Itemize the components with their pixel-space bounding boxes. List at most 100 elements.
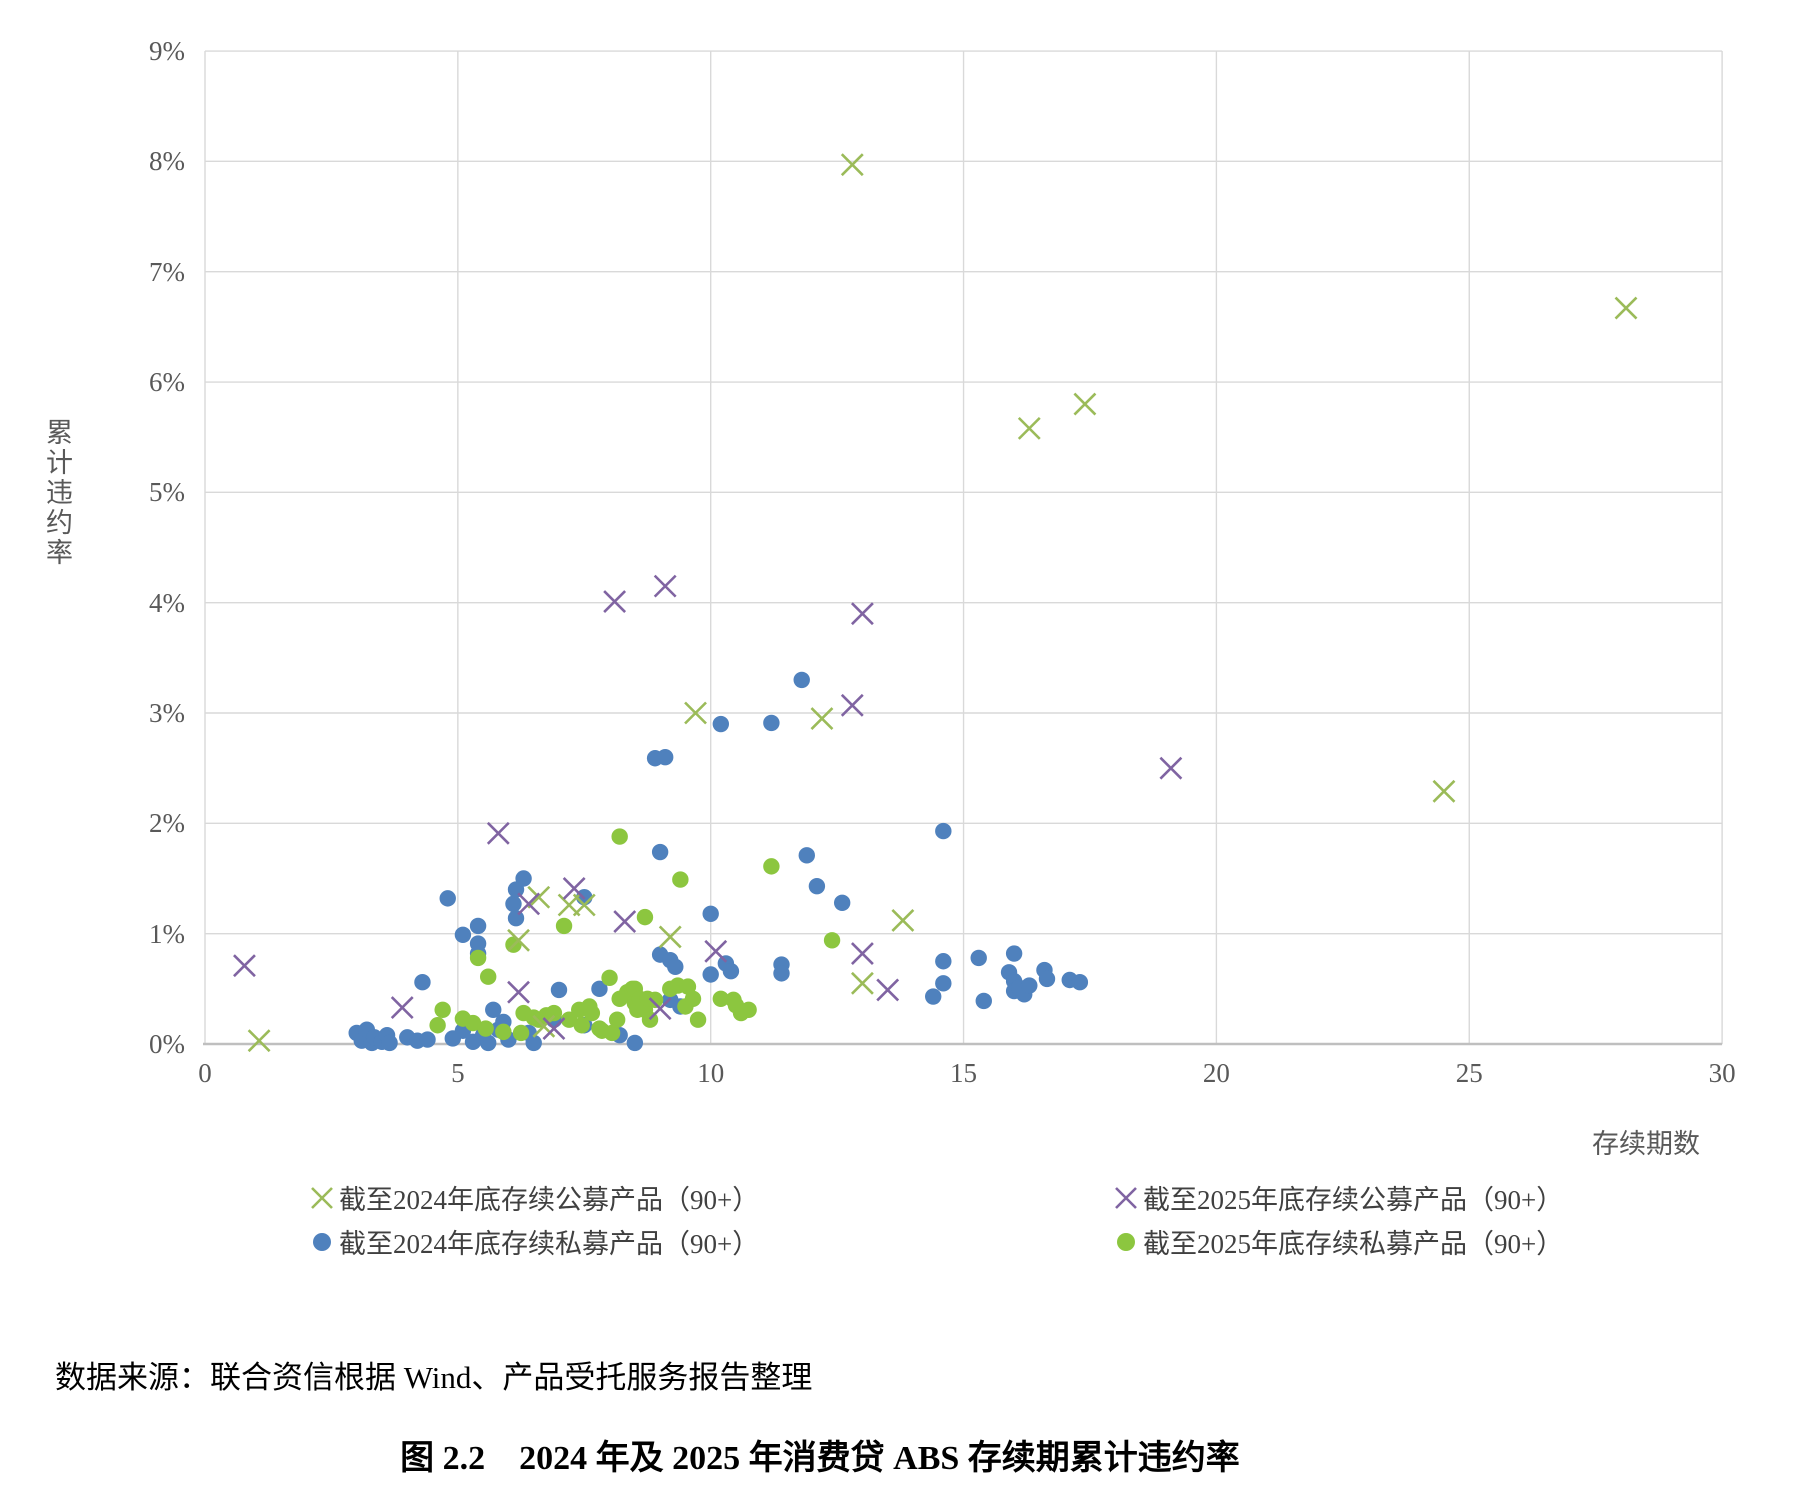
y-tick-label: 8% — [149, 146, 185, 177]
data-point-x — [613, 910, 637, 933]
data-point-circle — [722, 962, 740, 980]
data-point-circle — [469, 917, 487, 935]
data-point-x — [233, 954, 256, 978]
data-point-circle — [667, 958, 684, 975]
y-tick-label: 7% — [149, 256, 185, 287]
data-point-x — [1073, 392, 1097, 416]
data-point-x — [603, 590, 627, 613]
data-point-circle — [454, 926, 472, 943]
x-tick-label: 25 — [1455, 1058, 1483, 1088]
data-point-circle — [684, 990, 702, 1007]
data-point-circle — [611, 828, 628, 845]
y-tick-label: 0% — [149, 1029, 185, 1059]
data-point-x — [840, 153, 864, 177]
data-point-circle — [555, 917, 573, 935]
data-point-x — [648, 997, 672, 1021]
x-axis-title: 存续期数 — [1592, 1129, 1700, 1159]
data-point-circle — [601, 969, 618, 987]
data-point-circle — [656, 748, 674, 766]
legend-label: 截至2024年底存续公募产品（90+） — [339, 1185, 760, 1215]
legend-label: 截至2025年底存续公募产品（90+） — [1143, 1185, 1564, 1215]
data-point-circle — [477, 1020, 494, 1037]
data-point-circle — [591, 980, 608, 998]
data-point-circle — [464, 1014, 482, 1032]
data-point-circle — [740, 1001, 757, 1018]
x-marker-icon — [311, 1186, 333, 1209]
data-point-circle — [823, 932, 841, 949]
data-point-circle — [975, 992, 992, 1010]
data-point-circle — [808, 878, 826, 895]
data-point-circle — [793, 671, 810, 689]
legend-item-2025-public: 截至2025年底存续公募产品（90+） — [1112, 1178, 1563, 1217]
data-point-circle — [419, 1031, 436, 1048]
data-point-circle — [545, 1004, 563, 1022]
data-point-x — [891, 909, 915, 932]
data-point-x — [1159, 756, 1183, 780]
data-point-x — [517, 892, 541, 916]
data-point-circle — [935, 975, 952, 992]
data-point-x — [507, 928, 530, 952]
data-point-circle — [646, 991, 664, 1009]
legend-label: 截至2024年底存续私募产品（90+） — [339, 1229, 760, 1259]
data-point-circle — [672, 871, 689, 888]
figure-title: 图 2.2 2024 年及 2025 年消费贷 ABS 存续期累计违约率 — [400, 1440, 1240, 1477]
data-point-circle — [525, 1034, 542, 1052]
y-tick-label: 5% — [149, 477, 185, 508]
x-tick-label: 20 — [1202, 1058, 1230, 1088]
data-point-x — [653, 574, 677, 598]
data-point-circle — [763, 858, 780, 875]
legend-item-2025-private: 截至2025年底存续私募产品（90+） — [1112, 1222, 1563, 1261]
data-point-circle — [1005, 945, 1023, 962]
data-point-circle — [1021, 977, 1038, 994]
data-point-circle — [381, 1034, 398, 1052]
data-point-circle — [495, 1023, 512, 1041]
data-point-x — [810, 707, 834, 730]
data-point-circle — [773, 965, 790, 982]
data-point-circle — [1038, 970, 1056, 988]
circle-marker-icon — [1117, 1232, 1135, 1251]
data-point-x — [572, 893, 596, 917]
data-point-circle — [935, 953, 952, 970]
data-point-circle — [485, 1001, 502, 1018]
x-tick-label: 0 — [198, 1058, 212, 1088]
data-point-circle — [763, 714, 780, 732]
data-point-circle — [434, 1001, 451, 1018]
legend-label: 截至2025年底存续私募产品（90+） — [1143, 1229, 1564, 1259]
data-point-x — [390, 996, 414, 1020]
y-axis-title: 累计违约率 — [42, 418, 72, 568]
data-point-circle — [689, 1011, 707, 1028]
data-point-x — [507, 980, 530, 1004]
data-point-circle — [560, 1011, 578, 1028]
data-point-circle — [935, 822, 952, 840]
data-point-circle — [970, 949, 987, 967]
x-tick-label: 5 — [451, 1058, 465, 1088]
y-tick-label: 6% — [149, 367, 185, 398]
data-point-circle — [469, 949, 487, 967]
data-point-circle — [429, 1017, 446, 1034]
data-point-circle — [712, 990, 730, 1007]
data-point-x — [850, 602, 874, 626]
data-point-x — [527, 885, 551, 909]
data-point-circle — [603, 1024, 621, 1042]
data-point-circle — [479, 968, 497, 985]
data-point-x — [1017, 416, 1041, 440]
y-tick-label: 1% — [149, 918, 185, 949]
data-point-circle — [439, 890, 456, 907]
data-point-circle — [833, 894, 851, 911]
data-point-circle — [414, 974, 431, 991]
data-point-circle — [479, 1034, 497, 1052]
x-tick-label: 15 — [950, 1058, 978, 1088]
data-point-circle — [608, 1011, 626, 1028]
data-point-x — [1432, 779, 1456, 803]
source-note: 数据来源：联合资信根据 Wind、产品受托服务报告整理 — [55, 1360, 813, 1395]
data-point-x — [850, 971, 874, 995]
data-point-circle — [712, 715, 730, 733]
data-point-circle — [636, 908, 654, 926]
x-tick-label: 10 — [697, 1058, 725, 1088]
y-tick-label: 9% — [149, 36, 185, 67]
x-marker-icon — [1115, 1186, 1137, 1209]
data-point-x — [876, 978, 900, 1002]
data-point-x — [840, 693, 864, 717]
